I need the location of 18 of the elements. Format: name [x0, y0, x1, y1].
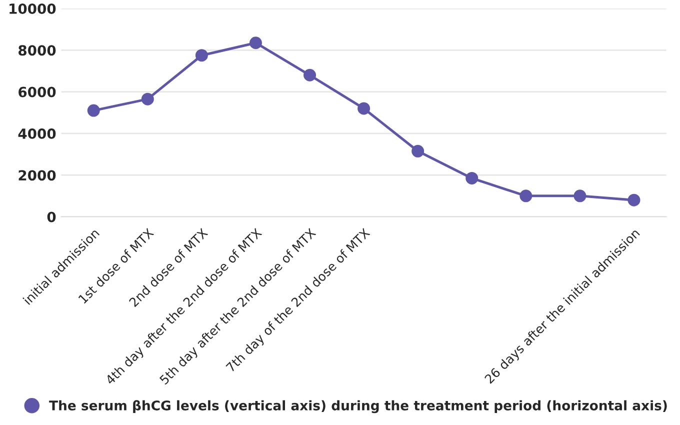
point [249, 36, 262, 50]
point [412, 144, 424, 158]
point [141, 92, 154, 106]
y-tick-label: 10000 [10, 3, 56, 14]
y-tick-label: 4000 [18, 128, 56, 139]
y-tick-label: 0 [47, 212, 56, 222]
y-tick-label: 8000 [18, 45, 56, 56]
point [574, 190, 586, 202]
point [304, 68, 316, 82]
point [358, 102, 370, 115]
legend-label: The serum βhCG levels (vertical axis) during the treatment period (horizontal axis) [49, 400, 667, 414]
point [466, 172, 478, 184]
point [520, 190, 532, 202]
y-tick-label: 6000 [18, 86, 56, 98]
point [195, 49, 208, 62]
point [628, 194, 640, 206]
point [87, 104, 100, 117]
y-tick-label: 2000 [18, 170, 56, 181]
